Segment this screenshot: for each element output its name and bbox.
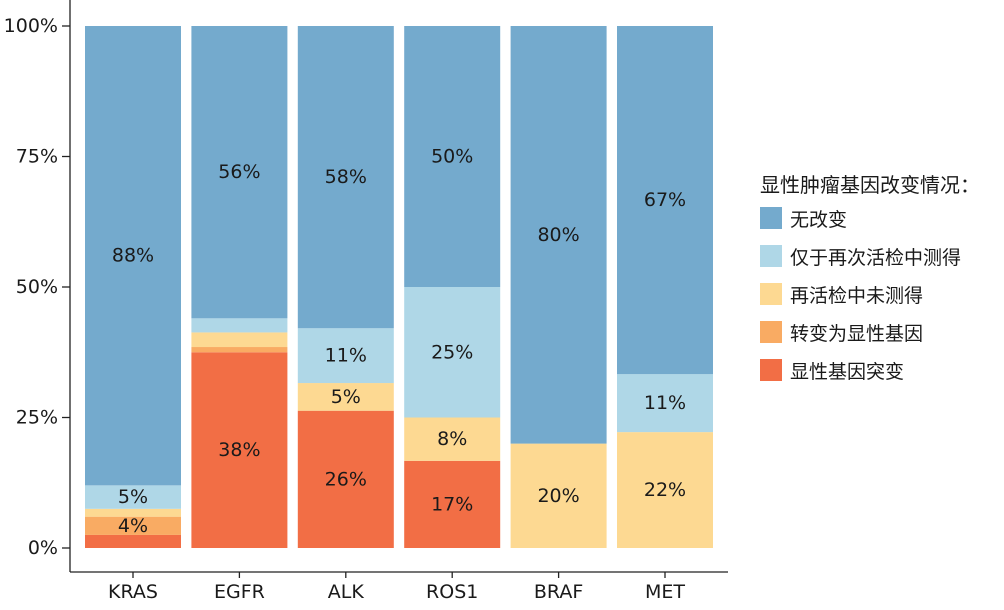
segment-value-label: 5% xyxy=(331,386,361,408)
bar-segment xyxy=(297,328,394,384)
axes-layer: KRAS EGFR ALK ROS1 BRAF MET 0% 25% 50% 75% 100% xyxy=(4,0,728,603)
segment-value-label: 5% xyxy=(118,486,148,508)
segment-value-label: 58% xyxy=(325,166,367,188)
legend-item: 显性基因突变 xyxy=(760,355,980,385)
segment-value-label: 50% xyxy=(431,146,473,168)
segment-value-label: 11% xyxy=(644,392,686,414)
bar-segment xyxy=(404,460,501,548)
segment-value-label: 67% xyxy=(644,189,686,211)
bar-segment xyxy=(297,410,394,548)
bar-segment xyxy=(85,508,181,517)
bars-layer xyxy=(85,26,713,548)
legend-swatch xyxy=(760,207,782,229)
bar-segment xyxy=(404,26,501,287)
y-tick-label: 75% xyxy=(16,146,58,168)
segment-value-label: 20% xyxy=(537,485,579,507)
y-tick-label: 25% xyxy=(16,407,58,429)
bar-segment xyxy=(297,26,394,329)
bar-segment xyxy=(191,332,288,348)
legend-items: 无改变仅于再次活检中测得 再活检中未测得 转变为显性基因 显性基因突变 xyxy=(760,203,980,385)
y-tick-label: 50% xyxy=(16,276,58,298)
legend-item: 再活检中未测得 xyxy=(760,279,980,309)
legend-item: 转变为显性基因 xyxy=(760,317,980,347)
bar-segment xyxy=(404,287,501,418)
segment-value-label: 4% xyxy=(118,515,148,537)
legend-item: 仅于再次活检中测得 xyxy=(760,241,980,271)
bar-segment xyxy=(85,516,181,535)
bar-segment xyxy=(191,347,288,353)
segment-labels-layer: 4% 5% 88% 38% 56% 26% 5% 11% 58% 17% 8% 25% 50% 20% 80… xyxy=(112,146,686,537)
bar-segment xyxy=(191,318,288,333)
legend-swatch xyxy=(760,321,782,343)
x-tick-label: MET xyxy=(645,581,685,603)
legend-swatch xyxy=(760,245,782,267)
legend-label: 转变为显性基因 xyxy=(790,322,924,345)
legend-label: 无改变 xyxy=(790,208,848,231)
bar-segment xyxy=(85,534,181,548)
bar-segment xyxy=(191,352,288,548)
legend-label: 再活检中未测得 xyxy=(790,284,924,307)
segment-value-label: 25% xyxy=(431,341,473,363)
x-tick-label: ROS1 xyxy=(426,581,478,603)
segment-value-label: 26% xyxy=(325,468,367,490)
segment-value-label: 17% xyxy=(431,493,473,515)
bar-segment xyxy=(617,432,713,548)
bar-segment xyxy=(510,26,607,444)
legend-title: 显性肿瘤基因改变情况： xyxy=(760,173,980,197)
segment-value-label: 22% xyxy=(644,479,686,501)
bar-segment xyxy=(510,443,607,548)
bar-segment xyxy=(404,417,501,461)
y-tick-label: 0% xyxy=(28,537,58,559)
legend-swatch xyxy=(760,283,782,305)
legend-swatch xyxy=(760,359,782,381)
segment-value-label: 88% xyxy=(112,245,154,267)
segment-value-label: 11% xyxy=(325,345,367,367)
y-tick-label: 100% xyxy=(4,15,58,37)
x-tick-label: KRAS xyxy=(108,581,158,603)
x-tick-label: ALK xyxy=(328,581,365,603)
legend-item: 无改变 xyxy=(760,203,980,233)
segment-value-label: 56% xyxy=(218,161,260,183)
bar-segment xyxy=(191,26,288,319)
bar-segment xyxy=(85,485,181,509)
segment-value-label: 8% xyxy=(437,428,467,450)
legend-label: 仅于再次活检中测得 xyxy=(790,246,962,269)
legend: 显性肿瘤基因改变情况： 无改变仅于再次活检中测得 再活检中未测得 转变为显性基因 显性… xyxy=(760,170,980,393)
bar-segment xyxy=(617,26,713,375)
bar-segment xyxy=(297,383,394,411)
legend-label: 显性基因突变 xyxy=(790,360,905,383)
x-tick-label: BRAF xyxy=(534,581,583,603)
bar-segment xyxy=(617,374,713,433)
segment-value-label: 80% xyxy=(537,224,579,246)
bar-segment xyxy=(85,26,181,486)
x-tick-label: EGFR xyxy=(214,581,265,603)
segment-value-label: 38% xyxy=(218,439,260,461)
